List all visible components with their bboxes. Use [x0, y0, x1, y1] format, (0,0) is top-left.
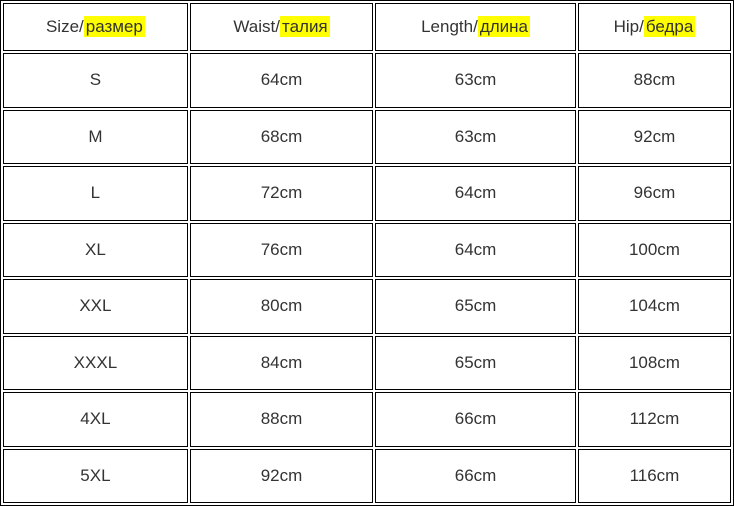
cell-length: 65cm: [375, 335, 576, 390]
cell-size: 5XL: [3, 448, 188, 503]
column-header-hip: Hip/бедра: [577, 3, 731, 51]
cell-length: 64cm: [375, 166, 576, 221]
cell-waist: 88cm: [189, 392, 374, 447]
table-row: XXL 80cm 65cm 104cm: [3, 279, 731, 334]
column-label-en: Length/: [421, 17, 478, 36]
column-label-ru-highlight: длина: [477, 16, 531, 37]
cell-length: 65cm: [375, 279, 576, 334]
cell-waist: 72cm: [189, 166, 374, 221]
cell-hip: 108cm: [577, 335, 731, 390]
table-row: 5XL 92cm 66cm 116cm: [3, 448, 731, 503]
table-row: XXXL 84cm 65cm 108cm: [3, 335, 731, 390]
cell-size: XXXL: [3, 335, 188, 390]
cell-hip: 88cm: [577, 53, 731, 108]
column-header-size: Size/размер: [3, 3, 188, 51]
cell-waist: 76cm: [189, 222, 374, 277]
cell-hip: 116cm: [577, 448, 731, 503]
cell-length: 66cm: [375, 392, 576, 447]
cell-hip: 100cm: [577, 222, 731, 277]
cell-length: 66cm: [375, 448, 576, 503]
table-row: L 72cm 64cm 96cm: [3, 166, 731, 221]
table-row: S 64cm 63cm 88cm: [3, 53, 731, 108]
cell-waist: 64cm: [189, 53, 374, 108]
column-label-ru-highlight: размер: [83, 16, 145, 37]
cell-waist: 92cm: [189, 448, 374, 503]
table-row: XL 76cm 64cm 100cm: [3, 222, 731, 277]
cell-size: XXL: [3, 279, 188, 334]
header-row: Size/размер Waist/талия Length/длина Hip…: [3, 3, 731, 51]
cell-size: M: [3, 109, 188, 164]
cell-size: L: [3, 166, 188, 221]
cell-waist: 68cm: [189, 109, 374, 164]
column-header-waist: Waist/талия: [189, 3, 374, 51]
cell-length: 63cm: [375, 109, 576, 164]
cell-hip: 112cm: [577, 392, 731, 447]
cell-length: 64cm: [375, 222, 576, 277]
column-label-ru-highlight: бедра: [643, 16, 696, 37]
column-label-en: Size/: [45, 17, 84, 36]
column-label-en: Waist/: [233, 17, 280, 36]
cell-hip: 96cm: [577, 166, 731, 221]
cell-waist: 84cm: [189, 335, 374, 390]
cell-size: 4XL: [3, 392, 188, 447]
cell-hip: 92cm: [577, 109, 731, 164]
cell-hip: 104cm: [577, 279, 731, 334]
cell-waist: 80cm: [189, 279, 374, 334]
table-row: 4XL 88cm 66cm 112cm: [3, 392, 731, 447]
cell-size: XL: [3, 222, 188, 277]
column-label-en: Hip/: [613, 17, 644, 36]
cell-length: 63cm: [375, 53, 576, 108]
cell-size: S: [3, 53, 188, 108]
column-label-ru-highlight: талия: [279, 16, 330, 37]
table-row: M 68cm 63cm 92cm: [3, 109, 731, 164]
column-header-length: Length/длина: [375, 3, 576, 51]
